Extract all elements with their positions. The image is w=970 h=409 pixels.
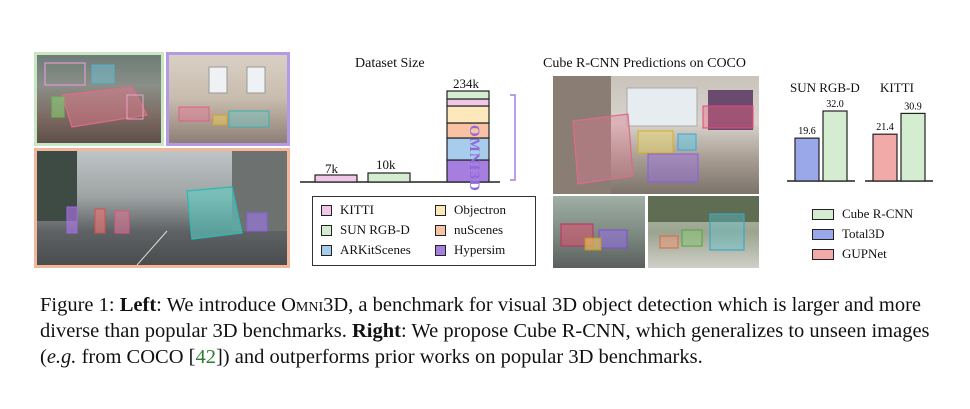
predictions-title: Cube R-CNN Predictions on COCO (543, 56, 746, 71)
method-legend: Cube R-CNN Total3D GUPNet (812, 206, 942, 266)
value-label: 32.0 (826, 99, 844, 110)
value-label: 30.9 (904, 101, 922, 112)
legend-arkitscenes: ARKitScenes (321, 242, 411, 258)
stack-kitti (446, 98, 490, 107)
stack-objectron (446, 105, 490, 124)
bar-total3d (794, 137, 820, 182)
coco-photo-yard (648, 196, 759, 268)
omni3d-vertical-label: OMNI3D (466, 125, 482, 192)
legend-nuscenes: nuScenes (435, 222, 503, 238)
stack-sunrgbd (446, 90, 490, 100)
dataset-size-chart (300, 90, 516, 183)
legend-cube-rcnn: Cube R-CNN (812, 206, 913, 222)
chart-title-kitti: KITTI (880, 80, 914, 95)
bar-cube-r-cnn (822, 110, 848, 182)
caption-left-label: Left (119, 294, 157, 316)
legend-swatch-gupnet (812, 248, 834, 260)
legend-total3d: Total3D (812, 226, 884, 242)
caption-omni3d: Omni3D (281, 294, 349, 316)
dataset-legend: KITTI Objectron SUN RGB-D nuScenes ARKit… (312, 196, 536, 266)
bar-cube-r-cnn (900, 112, 926, 182)
bar-label-kitti: 7k (325, 161, 338, 176)
figure-caption: Figure 1: Left: We introduce Omni3D, a b… (40, 294, 930, 368)
bar-sunrgbd (367, 172, 411, 183)
legend-swatch-nuscenes (435, 224, 446, 236)
legend-kitti: KITTI (321, 202, 374, 218)
bar-label-omni3d: 234k (453, 76, 479, 91)
legend-swatch-hypersim (435, 244, 446, 256)
bar-kitti (314, 174, 358, 183)
bar-label-sunrgbd: 10k (376, 157, 396, 172)
citation-link[interactable]: 42 (195, 346, 216, 368)
legend-swatch-kitti (321, 204, 332, 216)
nuscenes-photo (34, 148, 290, 268)
legend-objectron: Objectron (435, 202, 506, 218)
legend-swatch-sunrgbd (321, 224, 332, 236)
legend-swatch-cube-rcnn (812, 208, 834, 220)
omni3d-bracket (510, 94, 516, 181)
chart-title-sunrgbd: SUN RGB-D (790, 80, 860, 95)
hypersim-photo (166, 52, 290, 146)
legend-swatch-total3d (812, 228, 834, 240)
coco-photo-main (553, 76, 759, 194)
bar-gupnet (872, 133, 898, 182)
legend-hypersim: Hypersim (435, 242, 505, 258)
sunrgbd-photo (34, 52, 164, 146)
dataset-size-title: Dataset Size (355, 56, 425, 71)
legend-gupnet: GUPNet (812, 246, 887, 262)
value-label: 19.6 (798, 126, 816, 137)
caption-right-label: Right (351, 320, 401, 342)
caption-prefix: Figure 1: (40, 294, 120, 316)
results-bar-charts: 19.6 32.0 21.4 30.9 (787, 99, 933, 182)
bar-omni3d-stack (446, 90, 490, 183)
legend-sunrgbd: SUN RGB-D (321, 222, 410, 238)
coco-photo-street (553, 196, 645, 268)
legend-swatch-objectron (435, 204, 446, 216)
legend-swatch-arkitscenes (321, 244, 332, 256)
value-label: 21.4 (876, 122, 894, 133)
